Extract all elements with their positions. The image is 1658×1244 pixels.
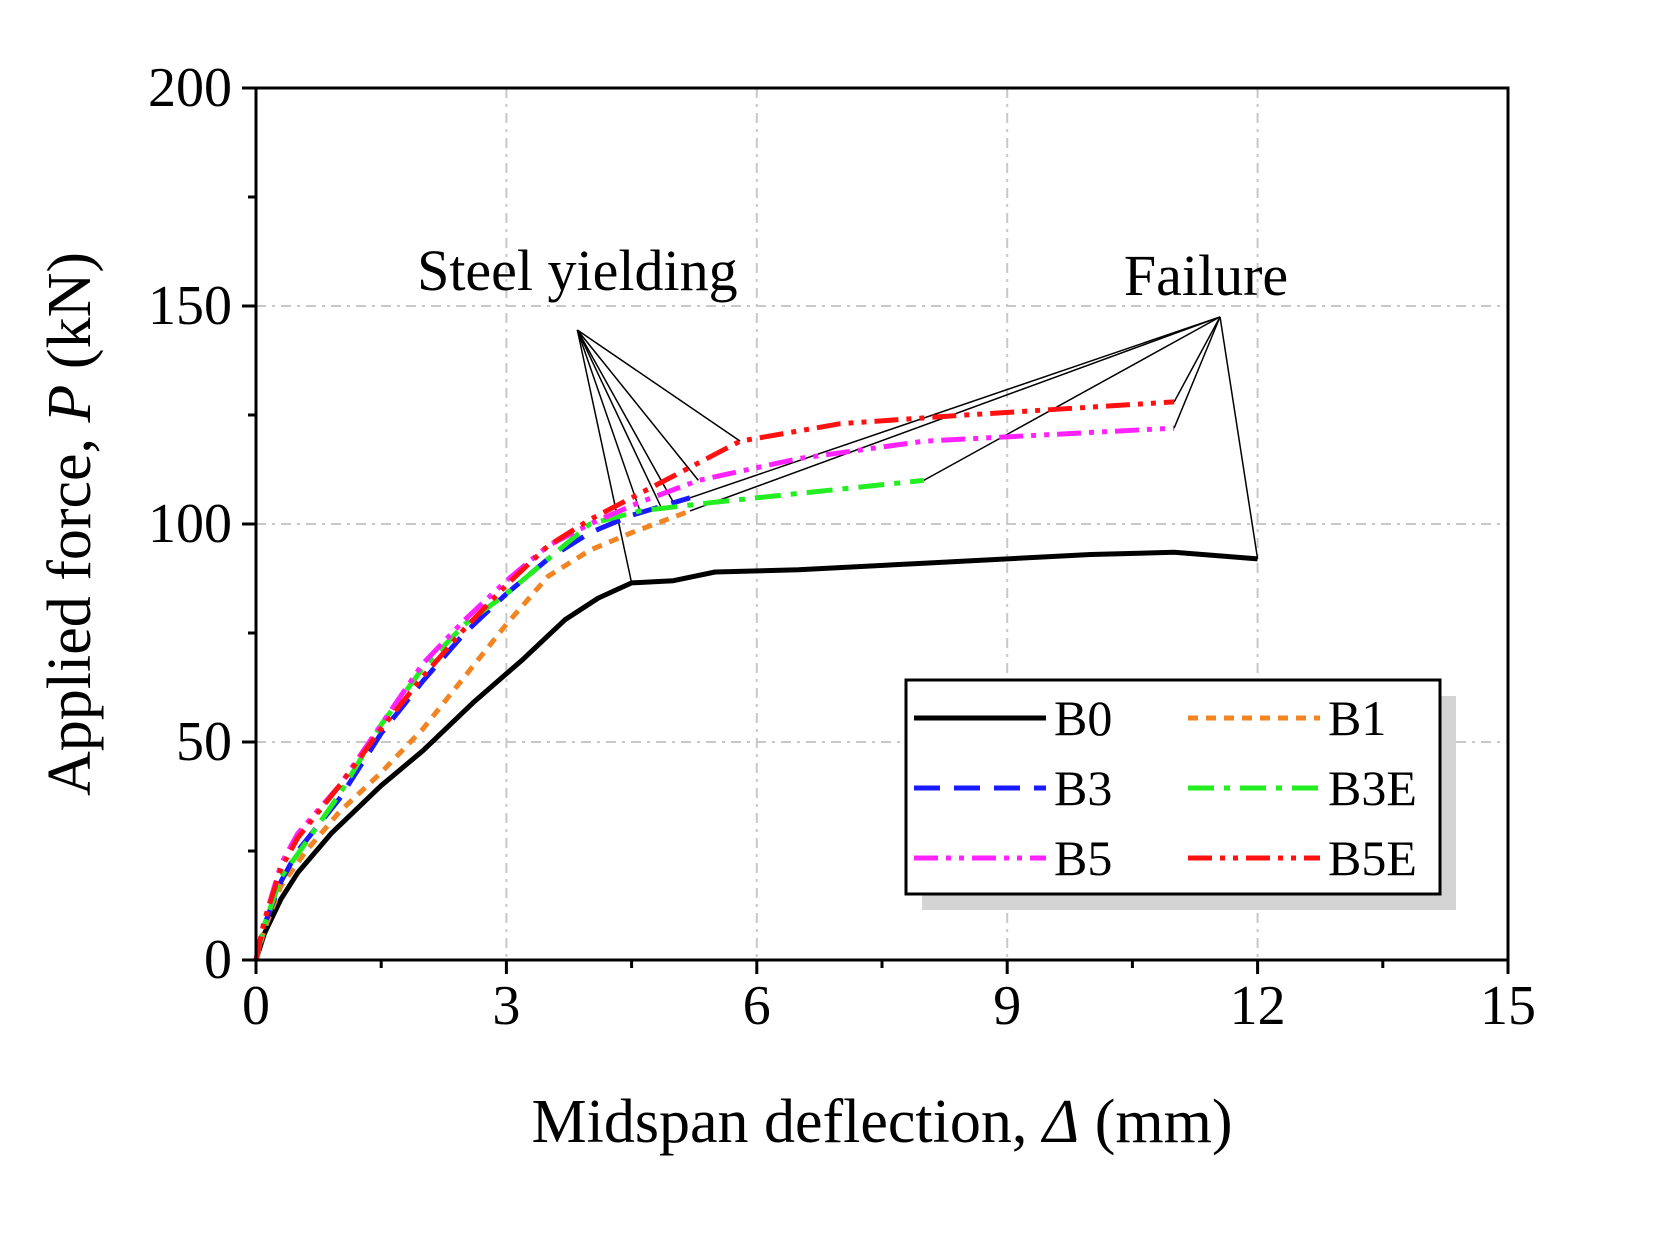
legend-label-b3: B3 bbox=[1054, 760, 1112, 816]
legend-label-b1: B1 bbox=[1328, 690, 1386, 746]
series-line-b1 bbox=[253, 508, 691, 961]
annotation-leader-line bbox=[576, 329, 662, 507]
annotation-leader-line bbox=[923, 316, 1221, 482]
annotation-leader-line bbox=[1173, 316, 1221, 403]
x-tick-label: 3 bbox=[492, 975, 520, 1037]
x-tick-label: 15 bbox=[1480, 975, 1536, 1037]
legend-label-b5e: B5E bbox=[1328, 830, 1417, 886]
annotation-leader-line bbox=[576, 329, 699, 481]
annotation-leader-line bbox=[576, 329, 741, 442]
y-tick-label: 150 bbox=[148, 275, 232, 337]
x-tick-label: 12 bbox=[1230, 975, 1286, 1037]
legend-label-b0: B0 bbox=[1054, 690, 1112, 746]
annotation-leader-line bbox=[576, 329, 674, 503]
series-line-b0 bbox=[253, 549, 1258, 961]
y-tick-label: 100 bbox=[148, 493, 232, 555]
axis-ticks bbox=[242, 86, 1510, 974]
y-tick-label: 200 bbox=[148, 57, 232, 119]
annotation-leader-lines bbox=[576, 316, 1259, 584]
annotation-leader-line bbox=[689, 316, 1221, 499]
series-line-b3 bbox=[253, 495, 691, 961]
annotation-steel-yielding: Steel yielding bbox=[417, 238, 738, 303]
y-tick-label: 50 bbox=[176, 711, 232, 773]
legend: B0 B1 B3 B3E B5 B5E bbox=[904, 678, 1456, 910]
x-axis-title: Midspan deflection, Δ (mm) bbox=[531, 1088, 1232, 1156]
x-tick-label: 6 bbox=[743, 975, 771, 1037]
annotation-leader-line bbox=[1219, 316, 1259, 559]
legend-label-b3e: B3E bbox=[1328, 760, 1417, 816]
data-series bbox=[253, 399, 1258, 961]
series-line-b3e bbox=[253, 477, 924, 961]
series-line-b5e bbox=[253, 399, 1175, 961]
y-tick-label: 0 bbox=[204, 929, 232, 991]
legend-label-b5: B5 bbox=[1054, 830, 1112, 886]
annotation-leader-line bbox=[1173, 316, 1221, 429]
x-tick-label: 0 bbox=[242, 975, 270, 1037]
annotation-leader-line bbox=[576, 329, 633, 584]
annotation-failure: Failure bbox=[1124, 243, 1288, 308]
x-tick-label: 9 bbox=[993, 975, 1021, 1037]
annotation-leader-line bbox=[576, 329, 641, 512]
y-axis-title: Applied force, P (kN) bbox=[36, 252, 104, 796]
